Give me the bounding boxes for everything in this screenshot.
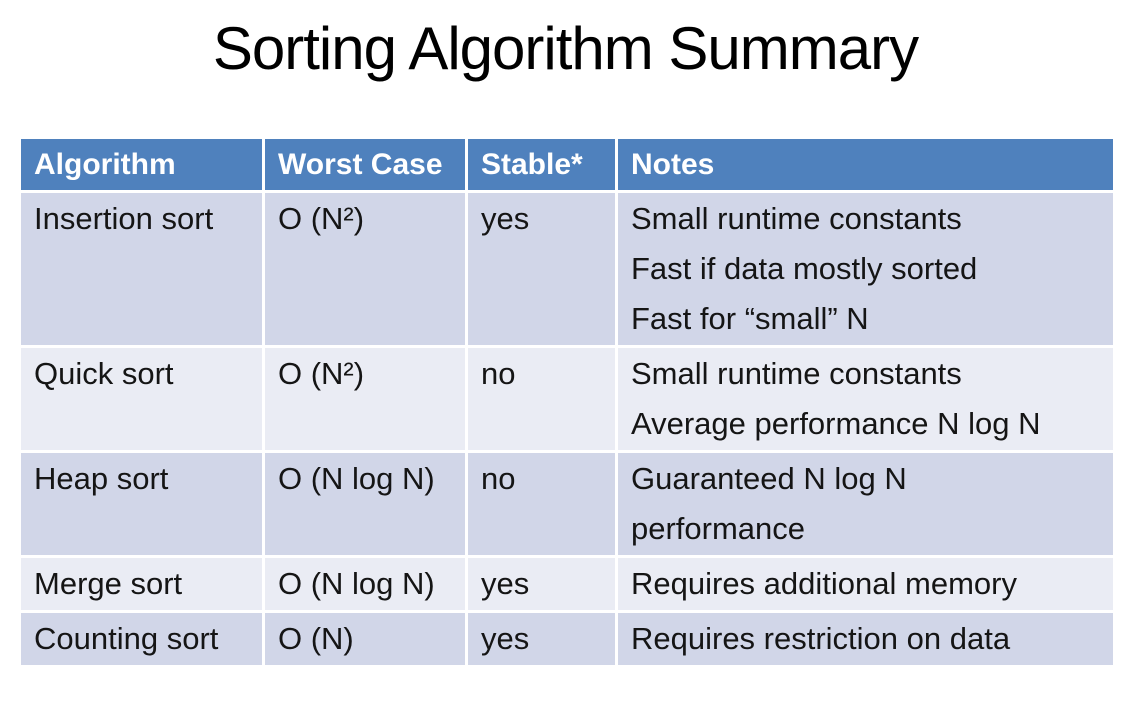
cell-stable: yes xyxy=(465,610,618,668)
cell-worst-case: O (N²) xyxy=(262,345,468,453)
table-row-quick-sort: Quick sort O (N²) no Small runtime const… xyxy=(18,345,1116,453)
cell-worst-case: O (N log N) xyxy=(262,555,468,613)
column-header-algorithm: Algorithm xyxy=(18,136,265,193)
cell-notes: Small runtime constants Fast if data mos… xyxy=(615,190,1116,348)
cell-worst-case: O (N log N) xyxy=(262,450,468,558)
cell-stable: yes xyxy=(465,190,618,348)
cell-stable: yes xyxy=(465,555,618,613)
table-row-heap-sort: Heap sort O (N log N) no Guaranteed N lo… xyxy=(18,450,1116,558)
cell-stable: no xyxy=(465,345,618,453)
cell-algorithm: Heap sort xyxy=(18,450,265,558)
column-header-stable: Stable* xyxy=(465,136,618,193)
cell-worst-case: O (N²) xyxy=(262,190,468,348)
cell-algorithm: Quick sort xyxy=(18,345,265,453)
cell-algorithm: Insertion sort xyxy=(18,190,265,348)
cell-notes: Small runtime constants Average performa… xyxy=(615,345,1116,453)
table-header-row: Algorithm Worst Case Stable* Notes xyxy=(18,136,1116,193)
cell-algorithm: Counting sort xyxy=(18,610,265,668)
column-header-notes: Notes xyxy=(615,136,1116,193)
table-row-merge-sort: Merge sort O (N log N) yes Requires addi… xyxy=(18,555,1116,613)
cell-notes: Guaranteed N log N performance xyxy=(615,450,1116,558)
slide-title: Sorting Algorithm Summary xyxy=(212,15,919,82)
cell-notes: Requires additional memory xyxy=(615,555,1116,613)
summary-table: Algorithm Worst Case Stable* Notes Inser… xyxy=(18,136,1116,668)
cell-notes: Requires restriction on data xyxy=(615,610,1116,668)
column-header-worst-case: Worst Case xyxy=(262,136,468,193)
table-row-insertion-sort: Insertion sort O (N²) yes Small runtime … xyxy=(18,190,1116,348)
cell-algorithm: Merge sort xyxy=(18,555,265,613)
cell-stable: no xyxy=(465,450,618,558)
table-row-counting-sort: Counting sort O (N) yes Requires restric… xyxy=(18,610,1116,668)
cell-worst-case: O (N) xyxy=(262,610,468,668)
